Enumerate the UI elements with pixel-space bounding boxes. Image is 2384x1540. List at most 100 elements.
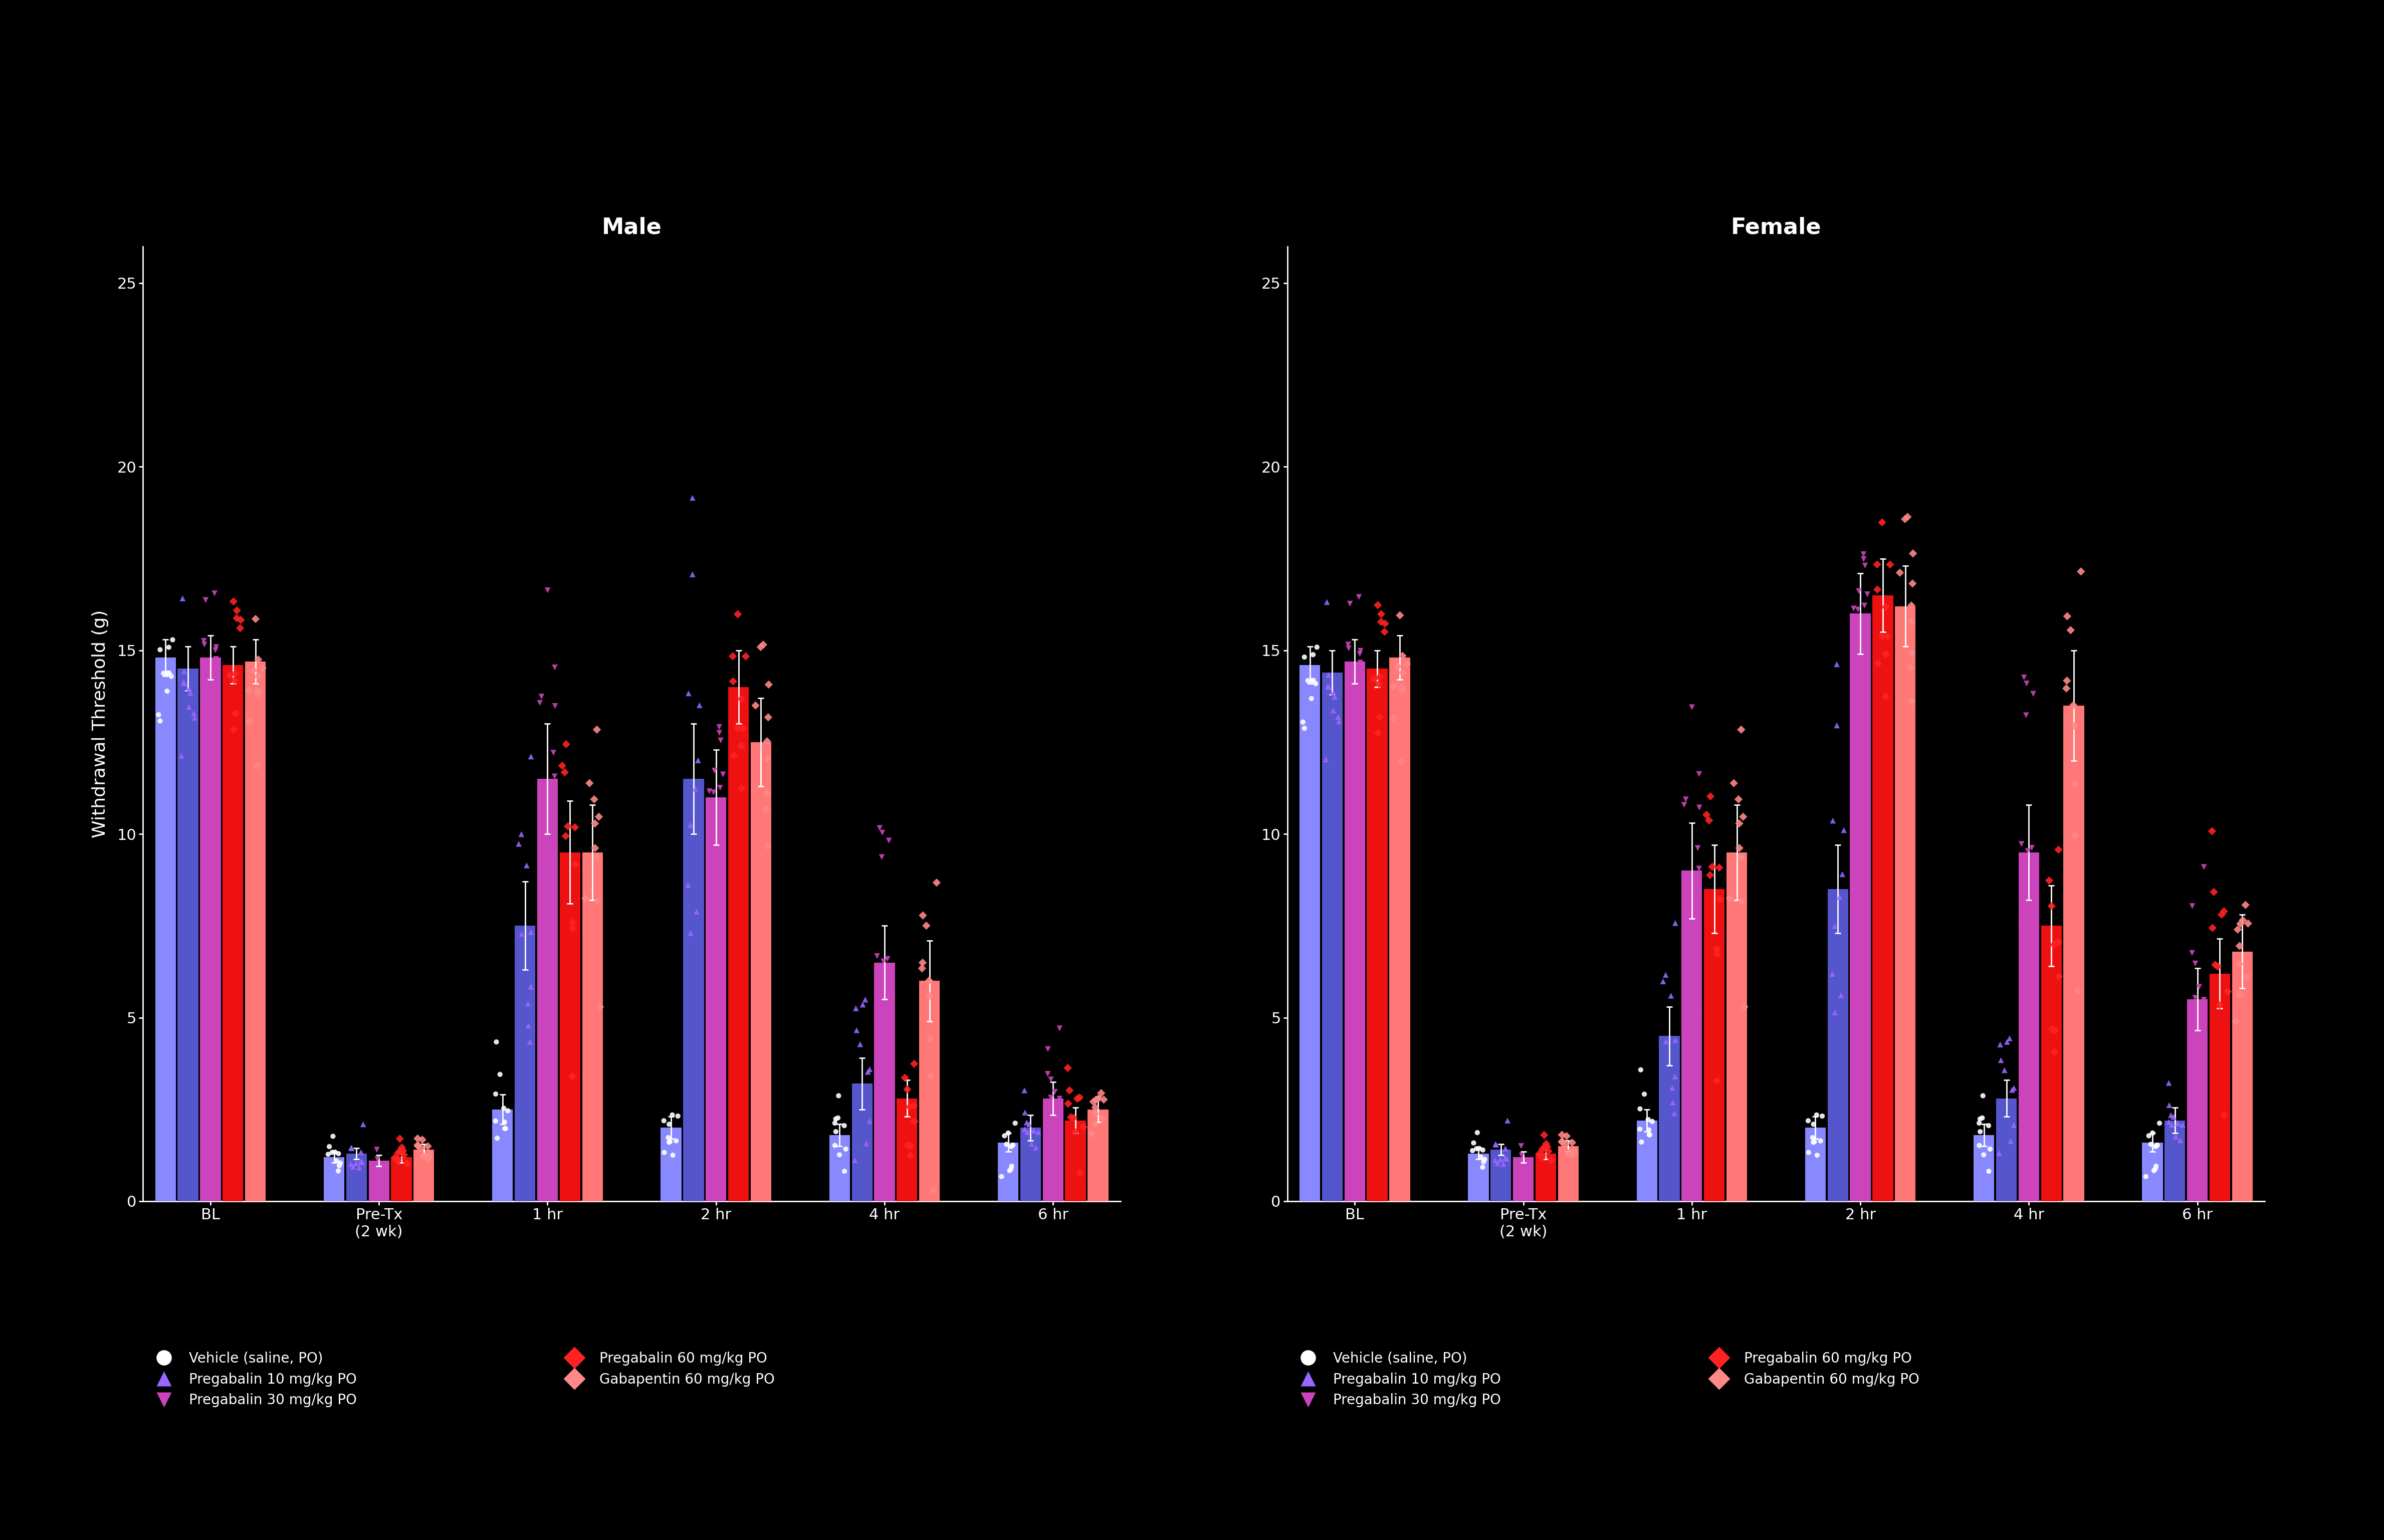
Point bbox=[384, 1143, 422, 1167]
Point bbox=[508, 992, 546, 1016]
Point bbox=[153, 627, 191, 651]
Point bbox=[1821, 884, 1860, 909]
Bar bbox=[896, 1098, 918, 1201]
Point bbox=[2038, 838, 2076, 862]
Point bbox=[1867, 594, 1905, 619]
Point bbox=[1464, 1149, 1502, 1173]
Point bbox=[1893, 593, 1931, 618]
Point bbox=[1035, 1080, 1073, 1104]
Point bbox=[195, 581, 234, 605]
Point bbox=[1509, 1150, 1547, 1175]
Point bbox=[501, 832, 539, 856]
Point bbox=[410, 1144, 448, 1169]
Point bbox=[1893, 571, 1931, 596]
Bar bbox=[324, 1157, 343, 1201]
Bar bbox=[370, 1161, 389, 1201]
Point bbox=[1459, 1120, 1497, 1144]
Point bbox=[696, 758, 734, 782]
Point bbox=[701, 775, 739, 799]
Point bbox=[384, 1138, 422, 1163]
Point bbox=[2222, 912, 2260, 936]
Point bbox=[222, 608, 260, 633]
Point bbox=[544, 753, 582, 778]
Point bbox=[1988, 1030, 2026, 1055]
Point bbox=[2055, 713, 2093, 738]
Point bbox=[1893, 641, 1931, 665]
Point bbox=[1285, 716, 1323, 741]
Point bbox=[1631, 1118, 1669, 1143]
Point bbox=[1824, 818, 1862, 842]
Bar bbox=[536, 779, 558, 1201]
Point bbox=[343, 1150, 381, 1175]
Bar bbox=[515, 926, 536, 1201]
Point bbox=[1361, 665, 1399, 690]
Point bbox=[215, 668, 253, 693]
Point bbox=[536, 654, 575, 679]
Point bbox=[508, 853, 546, 878]
Point bbox=[1526, 1123, 1564, 1147]
Bar bbox=[1635, 1121, 1657, 1201]
Bar bbox=[412, 1150, 434, 1201]
Point bbox=[546, 824, 584, 849]
Point bbox=[1788, 1109, 1826, 1133]
Point bbox=[1721, 718, 1759, 742]
Point bbox=[1061, 1160, 1099, 1184]
Point bbox=[1554, 1143, 1593, 1167]
Point bbox=[355, 1160, 393, 1184]
Point bbox=[1309, 590, 1347, 614]
Point bbox=[1011, 1112, 1049, 1137]
Point bbox=[1006, 1078, 1044, 1103]
Point bbox=[863, 821, 901, 845]
Point bbox=[577, 812, 615, 836]
Point bbox=[1690, 862, 1728, 887]
Point bbox=[992, 1157, 1030, 1181]
Point bbox=[892, 1133, 930, 1158]
Point bbox=[2060, 978, 2098, 1003]
Point bbox=[1056, 1120, 1094, 1144]
Point bbox=[236, 607, 274, 631]
Point bbox=[2131, 1132, 2169, 1157]
Point bbox=[238, 664, 277, 688]
Point bbox=[343, 1112, 381, 1137]
Point bbox=[2181, 1063, 2220, 1087]
Point bbox=[2003, 832, 2041, 856]
Point bbox=[2220, 952, 2258, 976]
Point bbox=[722, 733, 760, 758]
Point bbox=[2007, 919, 2045, 944]
Point bbox=[2150, 1109, 2189, 1133]
Point bbox=[215, 718, 253, 742]
Point bbox=[1666, 787, 1705, 812]
Bar bbox=[1974, 1135, 1995, 1201]
Point bbox=[379, 1149, 417, 1173]
Point bbox=[398, 1133, 436, 1158]
Point bbox=[1647, 963, 1685, 987]
Point bbox=[2160, 1110, 2198, 1135]
Point bbox=[1795, 1112, 1833, 1137]
Y-axis label: Withdrawal Threshold (g): Withdrawal Threshold (g) bbox=[91, 610, 110, 838]
Point bbox=[398, 1126, 436, 1150]
Point bbox=[2005, 665, 2043, 690]
Point bbox=[1621, 1058, 1659, 1083]
Point bbox=[141, 702, 179, 727]
Point bbox=[820, 1143, 858, 1167]
Point bbox=[1051, 1078, 1089, 1103]
Point bbox=[1700, 887, 1738, 912]
Point bbox=[1960, 1133, 1998, 1158]
Point bbox=[2184, 987, 2222, 1012]
Point bbox=[334, 1137, 372, 1161]
Point bbox=[1297, 671, 1335, 696]
Point bbox=[1020, 1120, 1058, 1144]
Point bbox=[1840, 579, 1879, 604]
Point bbox=[1314, 698, 1352, 722]
Point bbox=[1712, 886, 1750, 910]
Bar bbox=[2210, 973, 2229, 1201]
Point bbox=[188, 693, 226, 718]
Point bbox=[403, 1127, 441, 1152]
Point bbox=[1383, 661, 1421, 685]
Point bbox=[1845, 593, 1883, 618]
Point bbox=[377, 1146, 415, 1170]
Point bbox=[749, 781, 787, 805]
Point bbox=[1962, 1120, 2000, 1144]
Point bbox=[570, 772, 608, 796]
Point bbox=[1681, 856, 1719, 881]
